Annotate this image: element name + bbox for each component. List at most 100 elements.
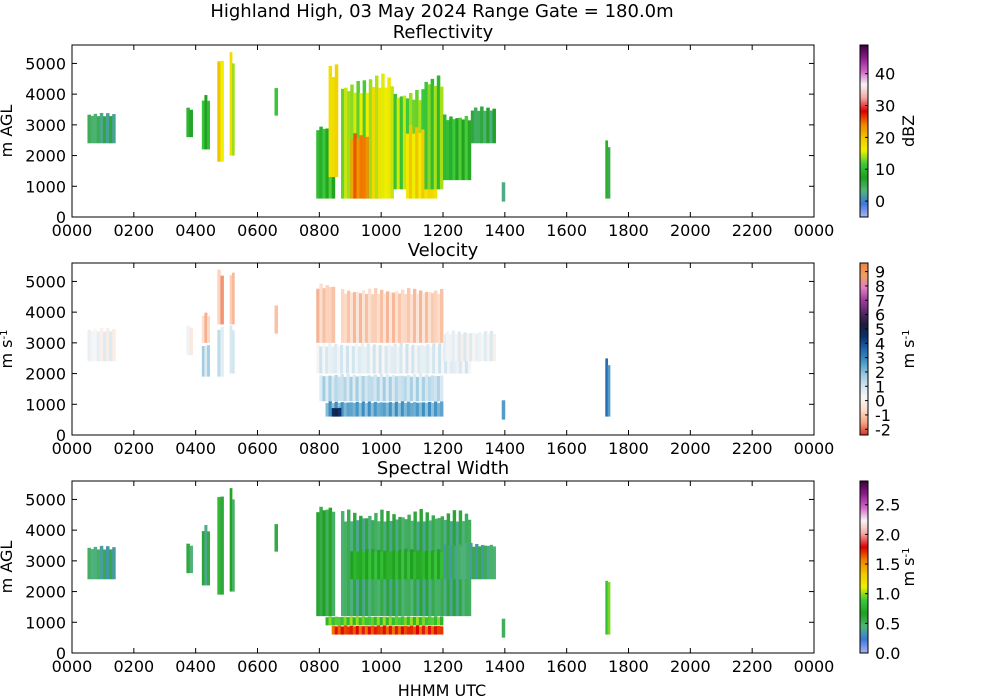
data-cell bbox=[391, 617, 396, 626]
data-cell bbox=[429, 346, 433, 374]
data-cell bbox=[350, 139, 354, 199]
data-cell bbox=[418, 132, 422, 199]
data-cell bbox=[415, 616, 420, 626]
data-cell bbox=[381, 345, 386, 374]
data-cell bbox=[331, 511, 336, 617]
data-cell bbox=[328, 616, 332, 626]
data-cell bbox=[424, 402, 429, 417]
data-cell bbox=[402, 95, 407, 190]
y-tick-label: 1000 bbox=[25, 613, 66, 632]
data-cell bbox=[605, 358, 609, 417]
figure-title: Highland High, 03 May 2024 Range Gate = … bbox=[210, 1, 673, 22]
data-cell bbox=[472, 546, 476, 580]
x-tick-label: 1200 bbox=[423, 439, 464, 458]
data-cell bbox=[501, 400, 506, 420]
colorbar-tick-label: 5 bbox=[875, 320, 885, 339]
data-cell bbox=[390, 86, 394, 199]
data-cell bbox=[374, 552, 378, 580]
data-cell bbox=[377, 549, 381, 580]
x-tick-label: 2000 bbox=[670, 657, 711, 676]
data-cell bbox=[406, 401, 411, 417]
data-cell bbox=[501, 618, 506, 638]
data-cell bbox=[375, 345, 380, 374]
y-tick-label: 4000 bbox=[25, 521, 66, 540]
data-cell bbox=[418, 373, 423, 402]
data-cell bbox=[357, 346, 362, 374]
data-cell bbox=[413, 552, 417, 580]
data-cell bbox=[439, 616, 444, 626]
data-cell bbox=[189, 327, 193, 356]
data-cell bbox=[328, 343, 332, 374]
data-cell bbox=[433, 290, 438, 343]
data-cell bbox=[435, 346, 439, 374]
data-cell bbox=[466, 333, 470, 362]
data-cell bbox=[343, 376, 347, 402]
data-cell bbox=[340, 616, 344, 626]
data-cell bbox=[343, 521, 348, 617]
data-cell bbox=[382, 402, 387, 417]
data-cell bbox=[605, 580, 609, 635]
data-cell bbox=[331, 376, 335, 402]
data-cell bbox=[412, 616, 417, 626]
data-cell bbox=[458, 117, 462, 181]
data-cell bbox=[463, 332, 467, 362]
data-cell bbox=[364, 617, 369, 626]
data-cell bbox=[217, 61, 221, 162]
data-cell bbox=[347, 91, 351, 199]
data-cell bbox=[430, 293, 435, 343]
data-cell bbox=[607, 582, 611, 635]
data-cell bbox=[102, 116, 107, 144]
x-tick-label: 0000 bbox=[794, 657, 835, 676]
data-cell bbox=[427, 401, 432, 417]
x-tick-label: 1400 bbox=[484, 439, 525, 458]
data-cell bbox=[343, 616, 348, 626]
data-cell bbox=[489, 110, 493, 144]
data-cell bbox=[415, 127, 419, 199]
data-cell bbox=[376, 625, 381, 635]
data-cell bbox=[382, 293, 387, 343]
data-cells bbox=[87, 488, 611, 638]
data-cell bbox=[393, 93, 398, 190]
data-cell bbox=[385, 374, 390, 402]
data-cell bbox=[337, 617, 341, 626]
data-cell bbox=[445, 545, 450, 580]
data-cell bbox=[360, 343, 365, 374]
data-cell bbox=[349, 616, 354, 626]
data-cell bbox=[455, 118, 459, 181]
x-tick-label: 1800 bbox=[608, 657, 649, 676]
data-cell bbox=[353, 133, 357, 199]
data-cell bbox=[349, 402, 354, 417]
data-cell bbox=[316, 344, 320, 374]
data-cell bbox=[340, 344, 344, 374]
data-cell bbox=[421, 293, 426, 343]
data-cell bbox=[486, 107, 490, 144]
data-cell bbox=[473, 107, 478, 144]
data-cell bbox=[340, 374, 344, 402]
x-tick-label: 2200 bbox=[732, 439, 773, 458]
x-tick-label: 1600 bbox=[546, 657, 587, 676]
data-cell bbox=[472, 332, 476, 362]
data-cell bbox=[436, 626, 441, 635]
data-cell bbox=[443, 544, 447, 580]
data-cell bbox=[391, 292, 396, 343]
y-axis-label: m AGL bbox=[0, 541, 16, 594]
data-cell bbox=[405, 133, 410, 199]
data-cell bbox=[483, 331, 488, 362]
data-cell bbox=[359, 550, 363, 580]
data-cell bbox=[355, 376, 359, 402]
data-cell bbox=[201, 531, 205, 586]
data-cell bbox=[451, 545, 456, 580]
data-cell bbox=[90, 115, 95, 144]
data-cell bbox=[418, 617, 423, 626]
panel-title: Reflectivity bbox=[393, 22, 494, 43]
data-cell bbox=[207, 100, 210, 150]
data-cell bbox=[220, 275, 224, 325]
data-cell bbox=[399, 342, 403, 374]
data-cell bbox=[436, 376, 441, 402]
data-cell bbox=[112, 329, 116, 362]
data-cell bbox=[405, 343, 409, 374]
data-cell bbox=[412, 402, 417, 417]
data-cell bbox=[376, 616, 381, 626]
